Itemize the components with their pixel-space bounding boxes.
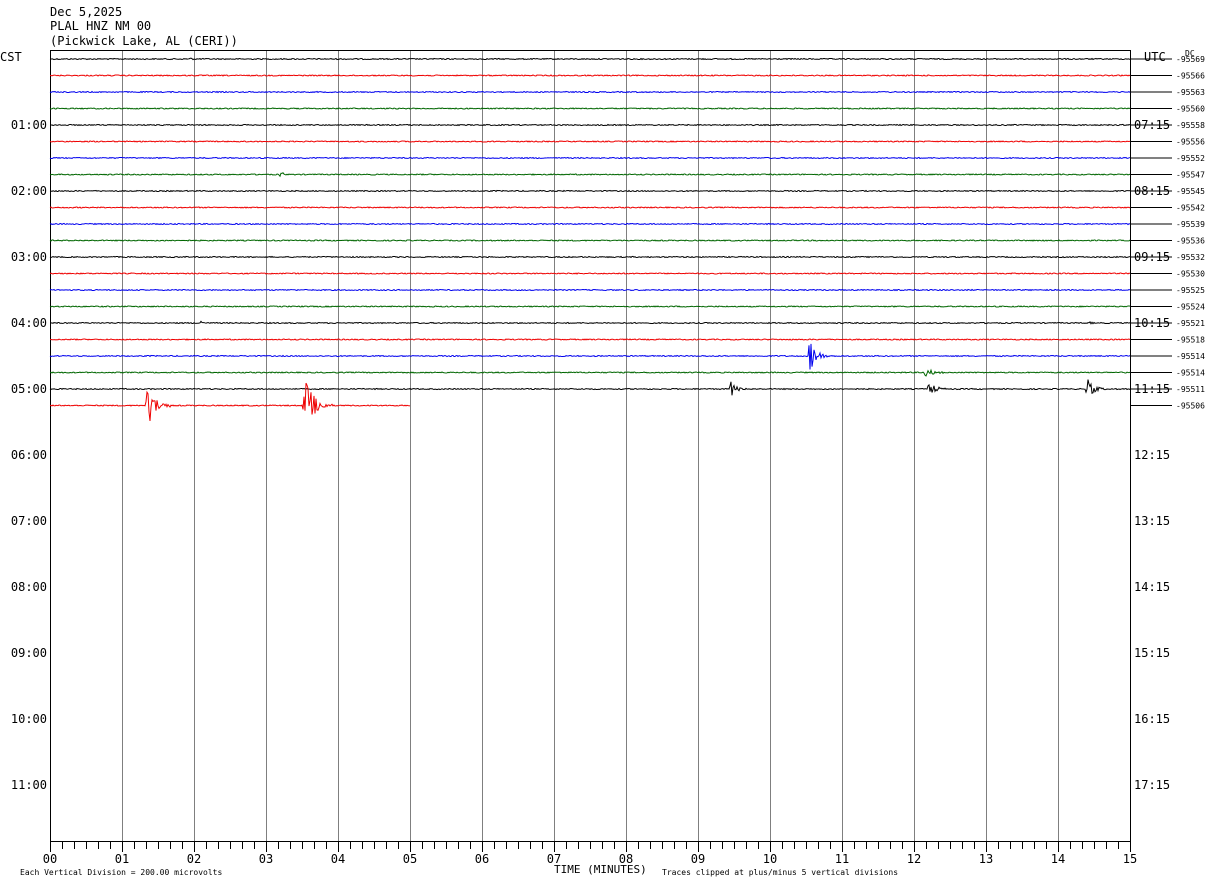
x-tick-label: 15 [1123,852,1137,866]
dc-offset-label: -95542 [1176,204,1205,213]
trace-line [49,255,1131,259]
trace-line [49,206,1131,209]
cst-time-label: 01:00 [11,118,47,132]
header: Dec 5,2025 PLAL HNZ NM 00 (Pickwick Lake… [50,5,238,48]
utc-time-labels: 07:1508:1509:1510:1511:1512:1513:1514:15… [1134,118,1170,792]
x-tick-label: 05 [403,852,417,866]
cst-time-label: 08:00 [11,580,47,594]
x-tick-label: 14 [1051,852,1065,866]
vertical-gridlines [122,51,1059,841]
x-tick-label: 00 [43,852,57,866]
dc-offset-label: -95566 [1176,72,1205,81]
trace-line [49,172,1131,178]
header-date: Dec 5,2025 [50,5,122,19]
dc-offset-label: -95569 [1176,55,1205,64]
dc-offset-label: -95539 [1176,220,1205,229]
dc-offset-label: -95511 [1176,385,1205,394]
dc-offset-label: -95556 [1176,138,1205,147]
cst-time-label: 03:00 [11,250,47,264]
clip-note: Traces clipped at plus/minus 5 vertical … [662,868,898,877]
trace-line [49,288,1131,292]
dc-offset-label: -95547 [1176,171,1205,180]
cst-time-label: 10:00 [11,712,47,726]
utc-label: UTC [1144,50,1166,64]
x-tick-label: 06 [475,852,489,866]
trace-line [49,156,1131,160]
x-tick-label: 11 [835,852,849,866]
dc-offset-label: -95545 [1176,187,1205,196]
cst-time-label: 06:00 [11,448,47,462]
trace-line [49,338,1131,341]
utc-time-label: 16:15 [1134,712,1170,726]
dc-offset-labels: -95569 -95566 -95563 -95560 -95558 -95556 -955… [1131,55,1205,411]
x-tick-label: 07 [547,852,561,866]
trace-line [49,222,1131,226]
header-station: PLAL HNZ NM 00 [50,19,151,33]
x-tick-label: 09 [691,852,705,866]
utc-time-label: 17:15 [1134,778,1170,792]
dc-offset-label: -95514 [1176,352,1205,361]
dc-offset-label: -95532 [1176,253,1205,262]
dc-offset-label: -95518 [1176,336,1205,345]
cst-time-label: 05:00 [11,382,47,396]
trace-line [49,140,1131,143]
seismic-traces [49,57,1131,421]
trace-line [49,74,1131,77]
trace-line [49,239,1131,242]
cst-time-label: 07:00 [11,514,47,528]
cst-time-label: 02:00 [11,184,47,198]
plot-frame [50,50,1131,842]
dc-offset-label: -95525 [1176,286,1205,295]
utc-time-label: 14:15 [1134,580,1170,594]
dc-offset-label: -95524 [1176,303,1205,312]
utc-time-label: 12:15 [1134,448,1170,462]
dc-offset-label: -95560 [1176,105,1205,114]
trace-line [49,189,1131,193]
utc-time-label: 15:15 [1134,646,1170,660]
x-tick-label: 08 [619,852,633,866]
header-location: (Pickwick Lake, AL (CERI)) [50,34,238,48]
trace-line [49,123,1131,127]
trace-line [49,368,1131,377]
dc-offset-label: -95558 [1176,121,1205,130]
cst-time-label: 04:00 [11,316,47,330]
cst-time-label: 11:00 [11,778,47,792]
x-axis-title: TIME (MINUTES) [554,863,647,876]
dc-label: DC [1185,49,1195,58]
x-tick-label: 01 [115,852,129,866]
x-tick-label: 10 [763,852,777,866]
dc-offset-label: -95563 [1176,88,1205,97]
dc-offset-label: -95506 [1176,402,1205,411]
dc-offset-label: -95552 [1176,154,1205,163]
trace-line [49,320,1131,325]
trace-line [49,305,1131,308]
x-tick-label: 03 [259,852,273,866]
trace-line [49,90,1131,94]
x-tick-label: 04 [331,852,345,866]
trace-line [49,343,1131,370]
trace-line [49,57,1131,61]
x-axis: 00 01 02 03 04 05 06 07 08 09 10 11 12 13 14 15 [43,841,1137,866]
scale-note: Each Vertical Division = 200.00 microvol… [20,868,222,877]
dc-offset-label: -95521 [1176,319,1205,328]
x-tick-label: 02 [187,852,201,866]
x-tick-label: 12 [907,852,921,866]
dc-offset-label: -95536 [1176,237,1205,246]
cst-time-label: 09:00 [11,646,47,660]
cst-label: CST [0,50,22,64]
trace-line [49,272,1131,275]
trace-line [49,107,1131,110]
x-tick-label: 13 [979,852,993,866]
trace-line [49,382,411,421]
cst-time-labels: 01:00 02:00 03:00 04:00 05:00 06:00 07:00 08:00… [11,118,47,792]
dc-offset-label: -95530 [1176,270,1205,279]
dc-offset-label: -95514 [1176,369,1205,378]
trace-line [49,379,1131,396]
utc-time-label: 13:15 [1134,514,1170,528]
